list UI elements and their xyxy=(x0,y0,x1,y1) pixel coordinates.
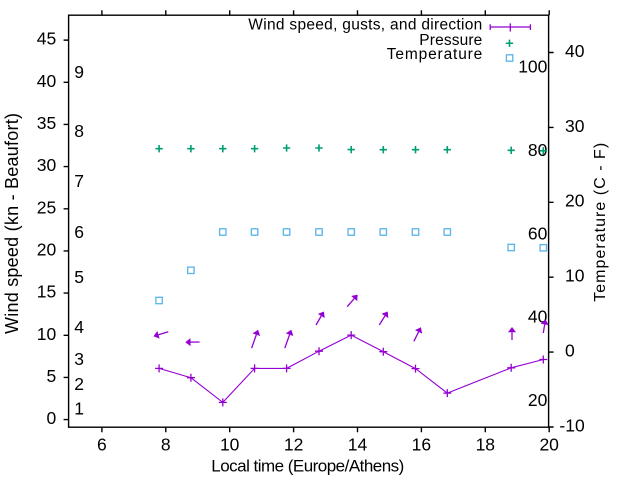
svg-text:10: 10 xyxy=(220,435,240,455)
svg-text:9: 9 xyxy=(74,62,84,82)
svg-text:80: 80 xyxy=(528,140,548,160)
svg-text:Temperature: Temperature xyxy=(387,46,483,63)
svg-text:40: 40 xyxy=(528,307,548,327)
svg-text:10: 10 xyxy=(565,266,585,286)
svg-text:0: 0 xyxy=(46,408,56,428)
svg-text:8: 8 xyxy=(74,121,84,141)
svg-text:14: 14 xyxy=(348,435,368,455)
svg-text:Temperature (C - F): Temperature (C - F) xyxy=(592,143,609,302)
svg-text:16: 16 xyxy=(412,435,431,455)
svg-text:40: 40 xyxy=(565,41,585,61)
svg-text:2: 2 xyxy=(74,374,84,394)
svg-text:35: 35 xyxy=(37,113,56,133)
svg-text:Wind speed (kn - Beaufort): Wind speed (kn - Beaufort) xyxy=(2,113,22,334)
svg-text:12: 12 xyxy=(284,435,303,455)
svg-text:30: 30 xyxy=(565,116,585,136)
svg-text:Wind speed, gusts, and directi: Wind speed, gusts, and direction xyxy=(248,16,482,33)
svg-text:20: 20 xyxy=(565,191,585,211)
svg-text:30: 30 xyxy=(37,155,57,175)
svg-text:40: 40 xyxy=(37,71,57,91)
svg-text:7: 7 xyxy=(74,171,84,191)
svg-text:3: 3 xyxy=(74,349,84,369)
svg-text:0: 0 xyxy=(565,341,575,361)
svg-text:5: 5 xyxy=(46,366,56,386)
svg-text:Pressure: Pressure xyxy=(419,32,482,49)
svg-text:60: 60 xyxy=(528,223,548,243)
svg-text:100: 100 xyxy=(518,57,547,77)
svg-text:10: 10 xyxy=(37,324,57,344)
svg-text:20: 20 xyxy=(37,240,57,260)
svg-text:6: 6 xyxy=(74,222,84,242)
svg-text:Local time (Europe/Athens): Local time (Europe/Athens) xyxy=(211,456,404,475)
svg-text:25: 25 xyxy=(37,197,56,217)
svg-text:18: 18 xyxy=(476,435,495,455)
svg-text:5: 5 xyxy=(74,267,84,287)
svg-text:20: 20 xyxy=(528,390,548,410)
svg-text:45: 45 xyxy=(37,29,56,49)
svg-text:6: 6 xyxy=(97,435,107,455)
svg-text:-10: -10 xyxy=(559,415,585,435)
svg-text:15: 15 xyxy=(37,282,56,302)
svg-text:4: 4 xyxy=(74,317,84,337)
svg-text:8: 8 xyxy=(161,435,171,455)
svg-text:20: 20 xyxy=(539,435,559,455)
svg-text:1: 1 xyxy=(74,399,84,419)
